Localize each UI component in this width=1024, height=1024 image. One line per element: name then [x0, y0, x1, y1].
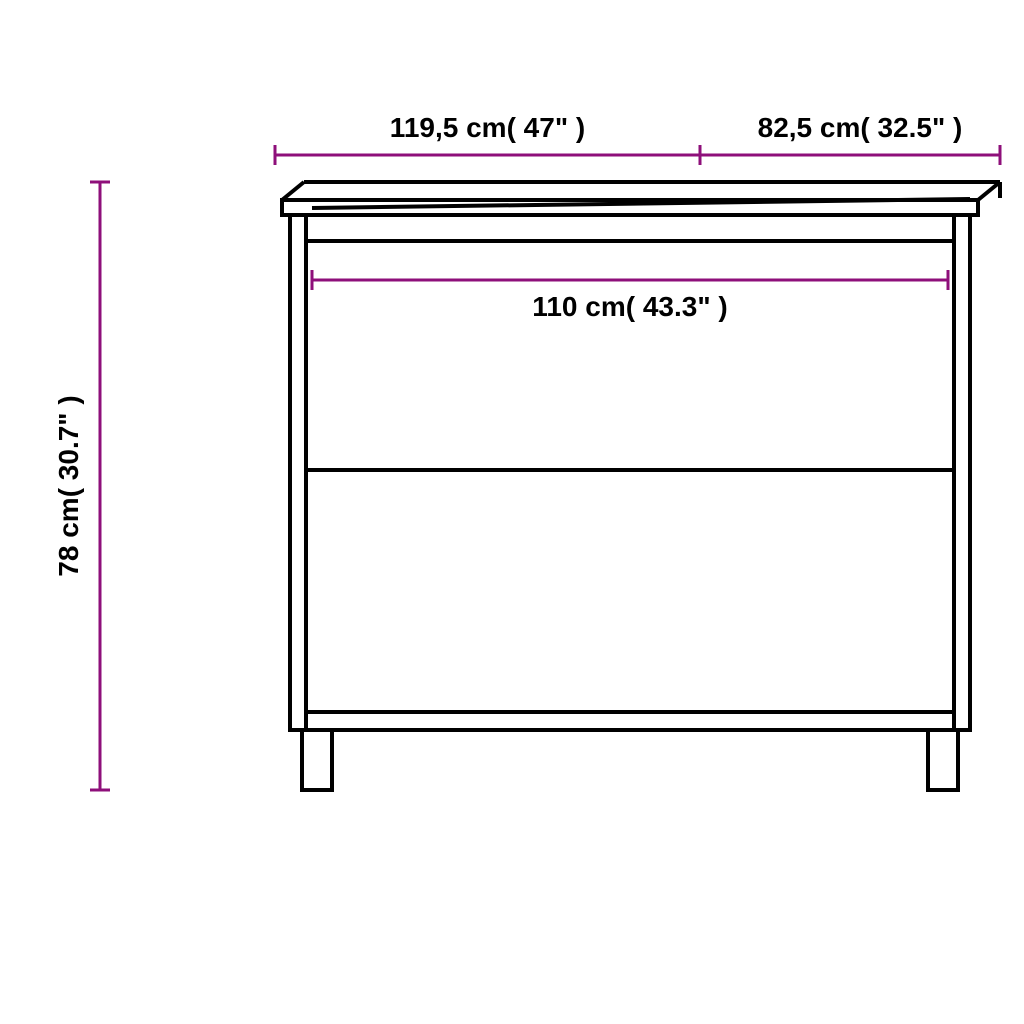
- label-height: 78 cm( 30.7" ): [53, 395, 84, 576]
- label-width: 119,5 cm( 47" ): [390, 112, 585, 143]
- leg-right: [928, 730, 958, 790]
- depth-edge-right: [978, 182, 1000, 200]
- label-inner: 110 cm( 43.3" ): [532, 291, 727, 322]
- label-depth: 82,5 cm( 32.5" ): [758, 112, 963, 143]
- depth-edge-left: [282, 182, 304, 200]
- leg-left: [302, 730, 332, 790]
